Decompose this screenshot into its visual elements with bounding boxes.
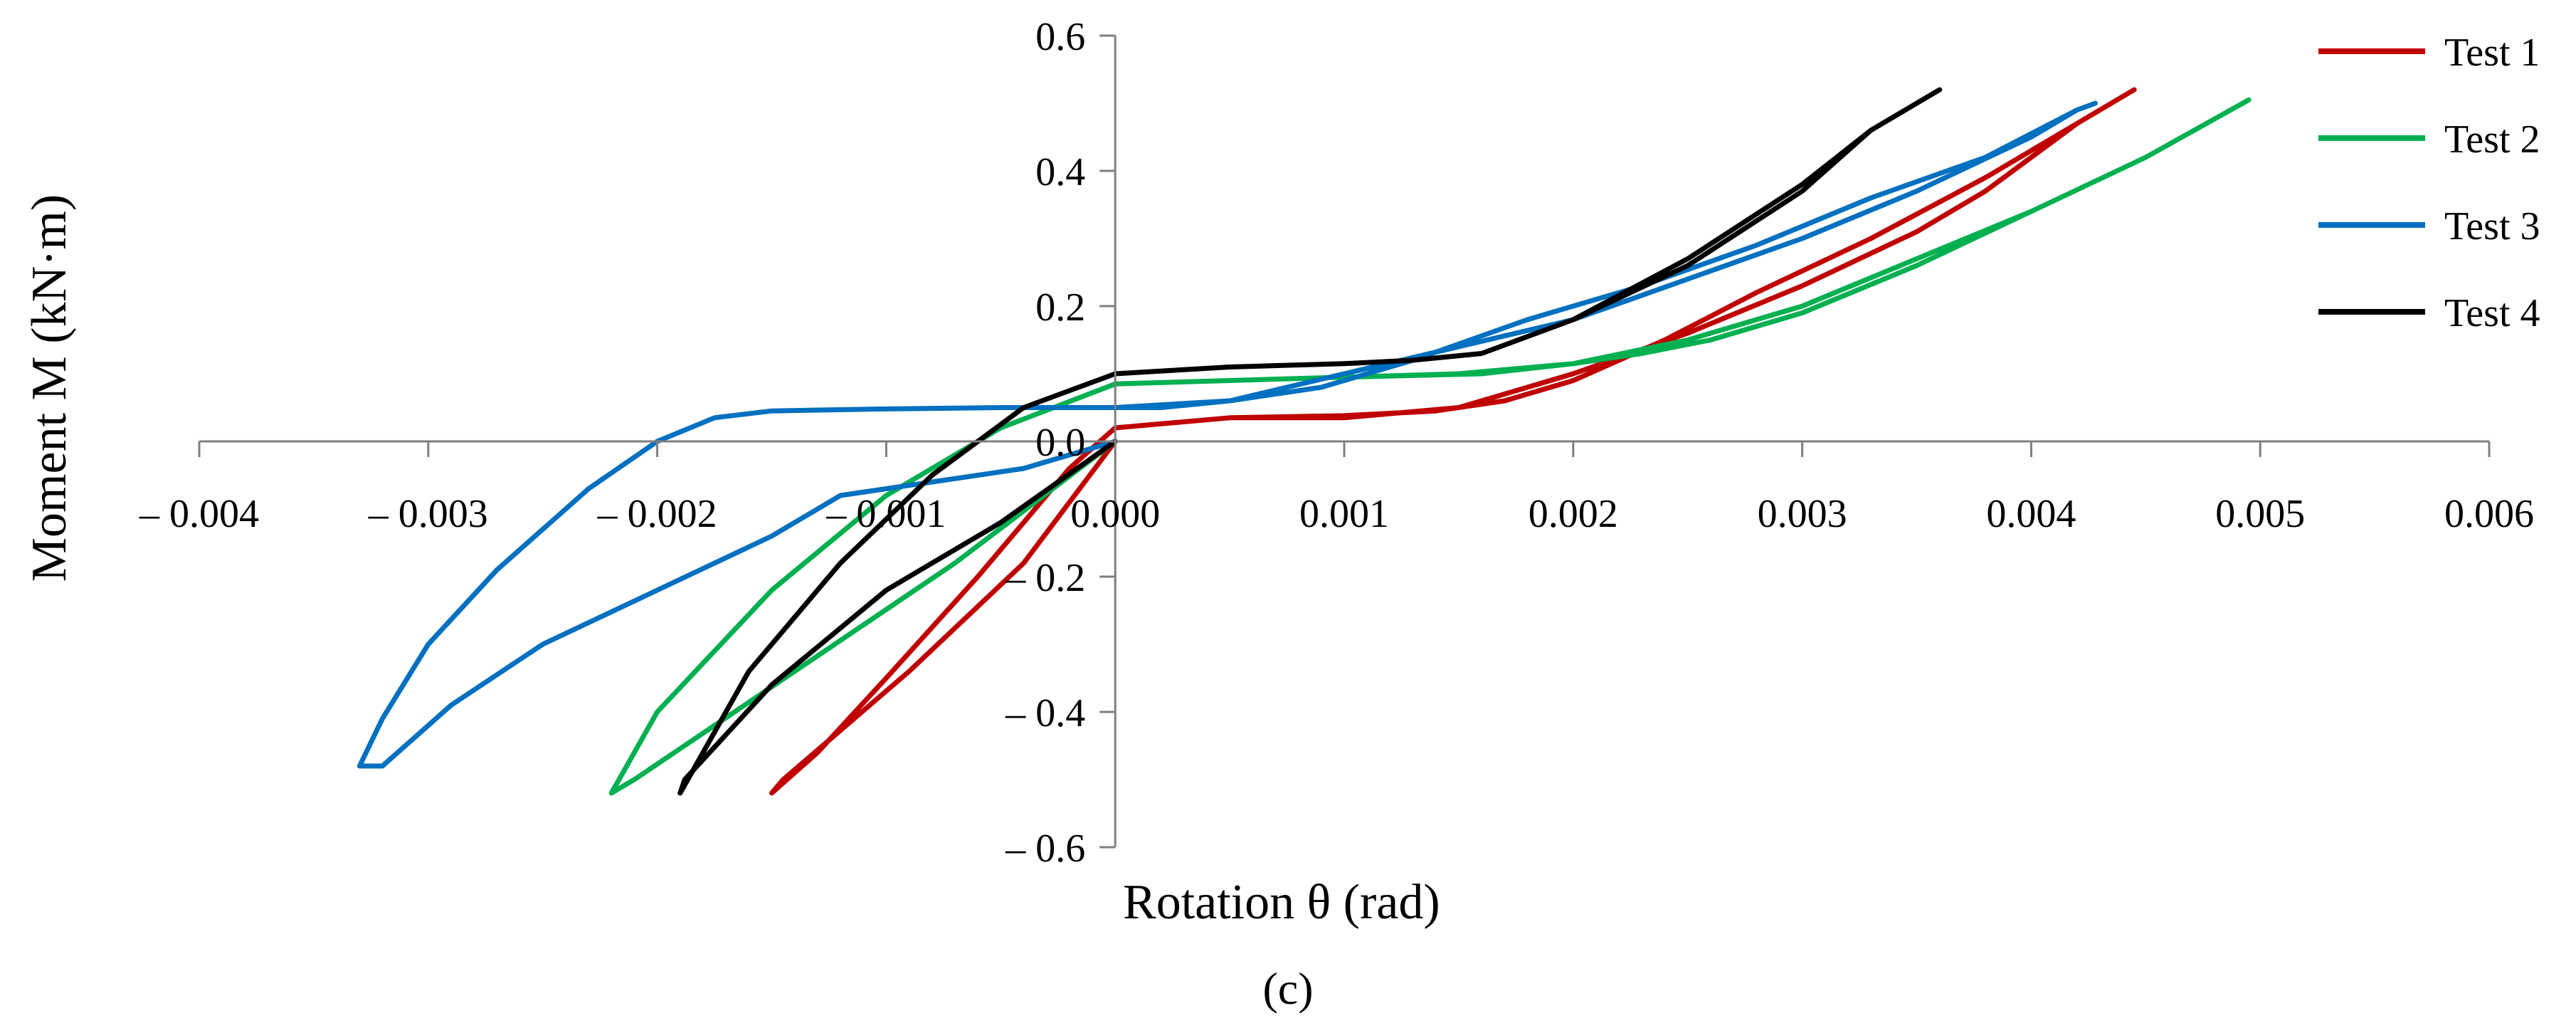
x-tick-label: 0.004 [1986, 492, 2076, 536]
x-tick-label: 0.006 [2444, 492, 2534, 536]
series-line-test-4 [677, 87, 1943, 796]
series-layer [357, 87, 2252, 796]
y-tick-label: 0.0 [1035, 421, 1085, 465]
legend-label: Test 2 [2444, 117, 2540, 162]
x-tick-label: – 0.002 [597, 492, 717, 536]
x-tick-label: 0.002 [1529, 492, 1618, 536]
series-line-test-1 [769, 87, 2137, 796]
x-tick-label: 0.005 [2215, 492, 2305, 536]
legend-label: Test 3 [2444, 204, 2540, 248]
legend-label: Test 4 [2444, 291, 2540, 335]
series-line-test-2 [608, 97, 2252, 796]
y-tick-label: 0.4 [1035, 150, 1085, 194]
x-tick-label: 0.003 [1758, 492, 1847, 536]
y-tick-label: – 0.6 [1005, 827, 1085, 871]
x-tick-label: – 0.004 [139, 492, 259, 536]
tick-labels: – 0.004 – 0.003 – 0.002 – 0.001 0.000 0.001 0.… [139, 15, 2534, 871]
y-axis-title: Moment M (kN·m) [22, 194, 77, 582]
x-tick-label: – 0.001 [825, 492, 946, 536]
panel-label: (c) [1262, 963, 1313, 1014]
x-tick-label: 0.001 [1299, 492, 1389, 536]
y-tick-label: – 0.2 [1005, 556, 1085, 600]
legend-label: Test 1 [2444, 31, 2540, 75]
axes [198, 34, 2491, 849]
y-tick-label: – 0.4 [1005, 691, 1085, 735]
y-tick-label: 0.6 [1035, 15, 1085, 59]
x-tick-label: – 0.003 [368, 492, 488, 536]
x-tick-label: 0.000 [1070, 492, 1160, 536]
y-tick-label: 0.2 [1035, 285, 1085, 330]
x-axis-title: Rotation θ (rad) [1123, 875, 1440, 930]
legend: Test 1 Test 2 Test 3 Test 4 [2318, 31, 2540, 335]
series-line-test-3 [357, 100, 2098, 769]
